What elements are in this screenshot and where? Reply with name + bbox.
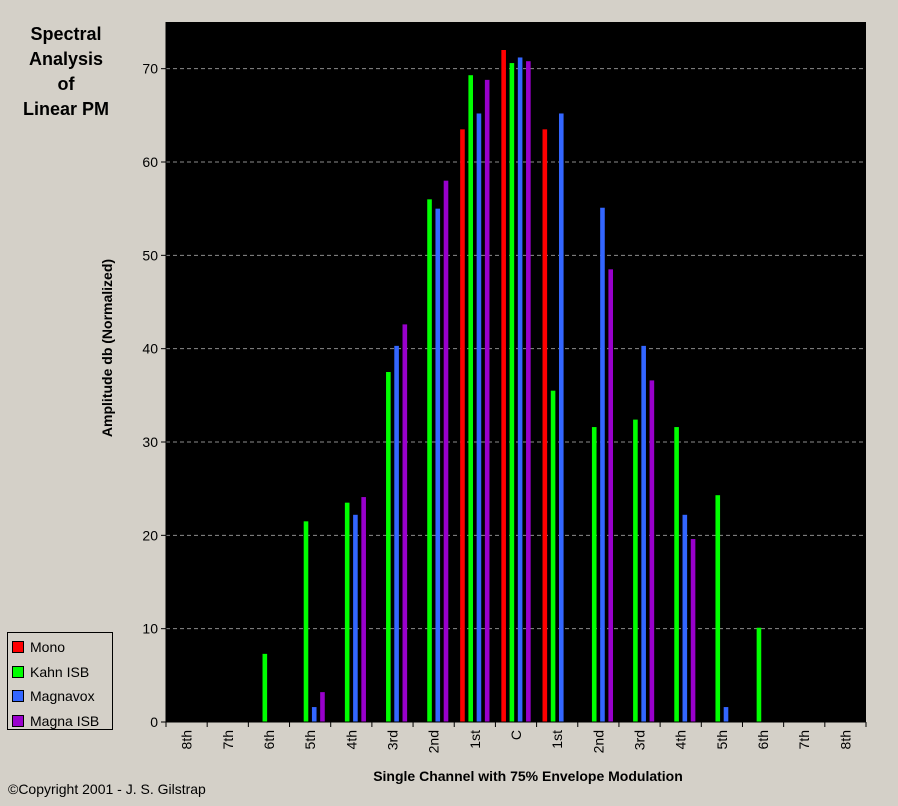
bar-magna-isb [443, 180, 449, 722]
y-tick-label: 10 [142, 621, 158, 637]
bar-magnavox [353, 514, 358, 722]
x-tick-label: 2nd [590, 730, 606, 753]
legend-swatch [12, 641, 24, 654]
legend-label: Magnavox [30, 688, 95, 705]
y-tick-label: 20 [142, 527, 158, 543]
legend-swatch [12, 690, 24, 703]
bar-magnavox [476, 113, 482, 722]
bar-magnavox [600, 207, 605, 722]
bar-magna-isb [649, 380, 655, 722]
y-tick-label: 60 [142, 154, 158, 170]
bar-kahn-isb [427, 199, 432, 723]
x-tick-label: 3rd [384, 730, 400, 750]
legend-item-magnavox: Magnavox [12, 684, 108, 709]
x-tick-label: 5th [302, 730, 318, 749]
x-tick-label: 7th [220, 730, 236, 749]
legend-swatch [12, 714, 24, 727]
x-tick-label: 2nd [426, 730, 442, 753]
y-tick-label: 30 [142, 434, 158, 450]
x-tick-label: 1st [549, 730, 565, 749]
x-tick-label: 5th [714, 730, 730, 749]
x-tick-label: 4th [343, 730, 359, 749]
bar-kahn-isb [468, 75, 474, 722]
bar-kahn-isb [756, 627, 762, 722]
bar-magna-isb [484, 79, 490, 722]
bar-kahn-isb [550, 390, 556, 722]
bar-magna-isb [361, 497, 366, 722]
bar-magnavox [435, 208, 441, 722]
bar-magnavox [723, 707, 729, 722]
bar-kahn-isb [262, 653, 268, 722]
legend-item-mono: Mono [12, 635, 108, 660]
title-line: of [57, 74, 75, 94]
bar-magnavox [517, 57, 523, 722]
bar-mono [501, 50, 506, 722]
bar-mono [460, 129, 465, 723]
bar-kahn-isb [633, 419, 638, 722]
bar-magna-isb [526, 61, 531, 722]
gridlines [166, 68, 866, 630]
legend: Mono Kahn ISB Magnavox Magna ISB [7, 632, 113, 730]
x-axis-label: Single Channel with 75% Envelope Modulat… [373, 768, 683, 784]
legend-item-magna-isb: Magna ISB [12, 709, 108, 734]
bar-magnavox [641, 345, 646, 722]
title-line: Spectral [30, 24, 102, 44]
bar-magna-isb [608, 269, 614, 722]
x-tick-label: 7th [796, 730, 812, 749]
legend-item-kahn-isb: Kahn ISB [12, 660, 108, 685]
y-tick-label: 50 [142, 247, 158, 263]
x-tick-label: 4th [673, 730, 689, 749]
x-tick-label: 6th [261, 730, 277, 749]
legend-label: Kahn ISB [30, 663, 90, 680]
bar-kahn-isb [386, 372, 391, 722]
plot-area [166, 22, 866, 722]
bar-magnavox [394, 345, 399, 722]
bar-kahn-isb [715, 495, 721, 722]
bar-kahn-isb [591, 427, 597, 722]
y-tick-label: 0 [150, 714, 158, 730]
x-tick-label: C [508, 730, 524, 740]
bars [262, 50, 762, 723]
x-tick-label: 8th [179, 730, 195, 749]
bar-kahn-isb [344, 502, 350, 722]
legend-label: Magna ISB [30, 712, 100, 729]
x-tick-label: 1st [467, 730, 483, 749]
x-tick-label: 8th [837, 730, 853, 749]
title-line: Analysis [28, 49, 104, 69]
bar-magnavox [682, 514, 688, 722]
bar-kahn-isb [509, 63, 515, 723]
axes: 0 10 20 30 40 50 60 70 8th 7th 6th 5th 4th 3rd 2nd 1st C… [142, 22, 867, 753]
y-tick-label: 70 [142, 61, 158, 77]
bar-kahn-isb [674, 427, 679, 722]
bar-magna-isb [690, 539, 696, 722]
bar-magnavox [558, 113, 564, 722]
bar-magna-isb [320, 692, 325, 722]
x-tick-label: 3rd [632, 730, 648, 750]
bar-kahn-isb [303, 521, 309, 722]
y-axis-label: Amplitude db (Normalized) [99, 259, 115, 437]
copyright-notice: ©Copyright 2001 - J. S. Gilstrap [8, 781, 206, 797]
legend-label: Mono [30, 639, 66, 656]
y-tick-label: 40 [142, 341, 158, 357]
page-title: Spectral Analysis of Linear PM [2, 22, 130, 122]
x-tick-label: 6th [755, 730, 771, 749]
bar-mono [542, 129, 548, 723]
bar-magnavox [311, 707, 317, 722]
bar-magna-isb [402, 324, 408, 722]
legend-swatch [12, 665, 24, 678]
title-line: Linear PM [22, 99, 110, 119]
